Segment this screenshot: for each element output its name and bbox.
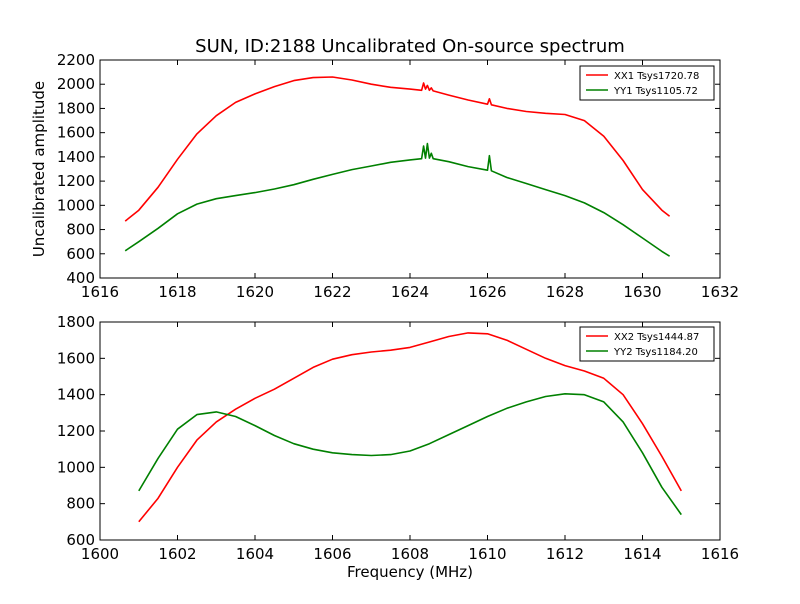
chart1-y-tick-label: 1400 xyxy=(57,148,95,166)
chart1-y-tick-label: 800 xyxy=(66,221,95,239)
chart1-legend-label-2: YY1 Tsys1105.72 xyxy=(613,86,698,97)
chart1-x-tick-label: 1616 xyxy=(81,283,119,301)
chart2-x-tick-label: 1604 xyxy=(236,545,274,563)
chart2-y-tick-label: 1800 xyxy=(57,313,95,331)
chart1-y-tick-label: 2000 xyxy=(57,75,95,93)
chart2-legend: XX2 Tsys1444.87 YY2 Tsys1184.20 xyxy=(579,326,715,362)
chart1-x-tick-label: 1630 xyxy=(623,283,661,301)
chart2-y-tick-label: 600 xyxy=(66,531,95,549)
chart2-x-tick-label: 1610 xyxy=(468,545,506,563)
chart1-x-tick-label: 1618 xyxy=(158,283,196,301)
chart2-x-tick-label: 1612 xyxy=(546,545,584,563)
chart1-x-tick-label: 1620 xyxy=(236,283,274,301)
chart1-title: SUN, ID:2188 Uncalibrated On-source spec… xyxy=(195,36,625,57)
chart1-x-tick-label: 1624 xyxy=(391,283,429,301)
chart1-y-tick-label: 1200 xyxy=(57,172,95,190)
chart1-series-line-2 xyxy=(124,142,671,257)
chart1-y-tick-label: 1800 xyxy=(57,99,95,117)
chart1-y-tick-label: 1000 xyxy=(57,196,95,214)
chart1-plot: 1616 1618 1620 1622 1624 1626 1628 1630 1632 400 6… xyxy=(30,36,739,301)
chart2-x-tick-label: 1602 xyxy=(158,545,196,563)
chart2-y-tick-label: 800 xyxy=(66,495,95,513)
chart2-series-line-2 xyxy=(138,392,682,516)
chart1-legend-box xyxy=(579,65,715,101)
chart2-x-tick-label: 1616 xyxy=(701,545,739,563)
chart2-x-tick-label: 1608 xyxy=(391,545,429,563)
chart1-y-tick-label: 600 xyxy=(66,245,95,263)
chart1-x-tick-label: 1626 xyxy=(468,283,506,301)
chart2-y-tick-label: 1200 xyxy=(57,422,95,440)
chart2-legend-box xyxy=(579,326,715,362)
chart2-plot: 1600 1602 1604 1606 1608 1610 1612 1614 1616 600 8… xyxy=(57,313,739,581)
chart2-x-tick-label: 1614 xyxy=(623,545,661,563)
chart1-y-axis-label: Uncalibrated amplitude xyxy=(30,81,48,257)
chart2-y-tick-label: 1000 xyxy=(57,458,95,476)
chart2-legend-label-1: XX2 Tsys1444.87 xyxy=(614,332,699,343)
chart1-y-tick-label: 1600 xyxy=(57,124,95,142)
chart2-legend-label-2: YY2 Tsys1184.20 xyxy=(613,347,698,358)
chart1-y-tick-label: 400 xyxy=(66,269,95,287)
chart1-series-line-1 xyxy=(124,76,671,222)
chart2-x-tick-label: 1606 xyxy=(313,545,351,563)
chart1-x-tick-label: 1622 xyxy=(313,283,351,301)
chart1-x-tick-label: 1628 xyxy=(546,283,584,301)
chart2-y-tick-label: 1600 xyxy=(57,349,95,367)
chart1-legend-label-1: XX1 Tsys1720.78 xyxy=(614,71,699,82)
chart2-x-axis-label: Frequency (MHz) xyxy=(347,563,473,581)
chart2-series-line-1 xyxy=(138,332,682,523)
chart2-y-tick-label: 1400 xyxy=(57,386,95,404)
chart1-y-tick-label: 2200 xyxy=(57,51,95,69)
chart2-x-tick-label: 1600 xyxy=(81,545,119,563)
chart1-legend: XX1 Tsys1720.78 YY1 Tsys1105.72 xyxy=(579,65,715,101)
chart1-x-tick-label: 1632 xyxy=(701,283,739,301)
